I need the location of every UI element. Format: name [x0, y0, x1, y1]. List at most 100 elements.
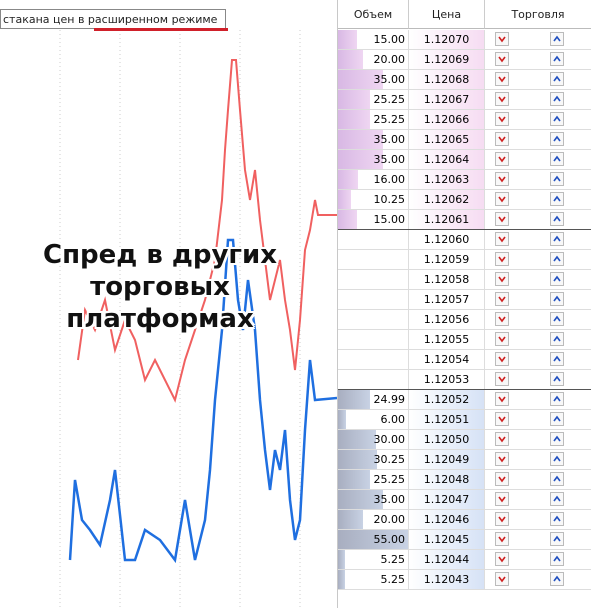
buy-button[interactable] [550, 332, 564, 346]
sell-button[interactable] [495, 532, 509, 546]
sell-button[interactable] [495, 252, 509, 266]
sell-button[interactable] [495, 172, 509, 186]
sell-button[interactable] [495, 472, 509, 486]
price: 1.12046 [409, 510, 485, 529]
volume: 35.00 [373, 133, 406, 146]
sell-button[interactable] [495, 112, 509, 126]
sell-button[interactable] [495, 392, 509, 406]
volume-cell: 6.00 [338, 410, 409, 429]
overlay-text: Спред в других [43, 240, 277, 270]
sell-button[interactable] [495, 552, 509, 566]
sell-button[interactable] [495, 132, 509, 146]
volume-cell: 20.00 [338, 510, 409, 529]
sell-button[interactable] [495, 92, 509, 106]
volume-cell: 30.00 [338, 430, 409, 449]
volume-cell: 10.25 [338, 190, 409, 209]
book-row: 25.25 1.12048 [338, 470, 591, 490]
buy-button[interactable] [550, 552, 564, 566]
sell-button[interactable] [495, 232, 509, 246]
volume-cell [338, 370, 409, 389]
buy-button[interactable] [550, 252, 564, 266]
buy-button[interactable] [550, 232, 564, 246]
volume-cell: 15.00 [338, 30, 409, 49]
sell-button[interactable] [495, 432, 509, 446]
buy-button[interactable] [550, 152, 564, 166]
volume-cell: 35.00 [338, 150, 409, 169]
buy-button[interactable] [550, 352, 564, 366]
buy-button[interactable] [550, 92, 564, 106]
sell-button[interactable] [495, 192, 509, 206]
volume: 35.00 [373, 493, 406, 506]
sell-button[interactable] [495, 572, 509, 586]
buy-button[interactable] [550, 532, 564, 546]
book-row: 20.00 1.12046 [338, 510, 591, 530]
buy-button[interactable] [550, 472, 564, 486]
volume: 5.25 [380, 573, 406, 586]
buy-button[interactable] [550, 392, 564, 406]
price: 1.12058 [409, 270, 485, 289]
buy-button[interactable] [550, 452, 564, 466]
red-line [77, 59, 337, 403]
buy-button[interactable] [550, 492, 564, 506]
sell-button[interactable] [495, 292, 509, 306]
buy-button[interactable] [550, 132, 564, 146]
volume-cell [338, 230, 409, 249]
sell-button[interactable] [495, 452, 509, 466]
price: 1.12059 [409, 250, 485, 269]
buy-button[interactable] [550, 72, 564, 86]
volume-shade [338, 570, 345, 589]
volume: 30.25 [373, 453, 406, 466]
volume-cell: 25.25 [338, 470, 409, 489]
volume: 55.00 [373, 533, 406, 546]
sell-button[interactable] [495, 152, 509, 166]
volume-cell [338, 310, 409, 329]
book-row: 15.00 1.12061 [338, 210, 591, 230]
buy-button[interactable] [550, 312, 564, 326]
volume-shade [338, 170, 359, 189]
volume: 30.00 [373, 433, 406, 446]
sell-button[interactable] [495, 352, 509, 366]
buy-button[interactable] [550, 212, 564, 226]
sell-button[interactable] [495, 212, 509, 226]
sell-button[interactable] [495, 332, 509, 346]
buy-button[interactable] [550, 32, 564, 46]
buy-button[interactable] [550, 432, 564, 446]
volume-cell [338, 270, 409, 289]
buy-button[interactable] [550, 372, 564, 386]
volume-shade [338, 210, 358, 229]
buy-button[interactable] [550, 572, 564, 586]
sell-button[interactable] [495, 272, 509, 286]
price: 1.12053 [409, 370, 485, 389]
buy-button[interactable] [550, 112, 564, 126]
sell-button[interactable] [495, 312, 509, 326]
price: 1.12047 [409, 490, 485, 509]
volume-shade [338, 470, 371, 489]
book-row: 5.25 1.12043 [338, 570, 591, 590]
sell-button[interactable] [495, 32, 509, 46]
volume-cell: 15.00 [338, 210, 409, 229]
sell-button[interactable] [495, 492, 509, 506]
sell-button[interactable] [495, 512, 509, 526]
buy-button[interactable] [550, 192, 564, 206]
book-row: 35.00 1.12068 [338, 70, 591, 90]
volume: 15.00 [373, 213, 406, 226]
book-row: 35.00 1.12047 [338, 490, 591, 510]
buy-button[interactable] [550, 412, 564, 426]
sell-button[interactable] [495, 412, 509, 426]
volume: 5.25 [380, 553, 406, 566]
price: 1.12067 [409, 90, 485, 109]
sell-button[interactable] [495, 52, 509, 66]
buy-button[interactable] [550, 52, 564, 66]
volume-shade [338, 410, 346, 429]
buy-button[interactable] [550, 512, 564, 526]
buy-button[interactable] [550, 292, 564, 306]
buy-button[interactable] [550, 272, 564, 286]
buy-button[interactable] [550, 172, 564, 186]
book-row: 6.00 1.12051 [338, 410, 591, 430]
price: 1.12052 [409, 390, 485, 409]
sell-button[interactable] [495, 372, 509, 386]
sell-button[interactable] [495, 72, 509, 86]
overlay-text: платформах [66, 304, 254, 334]
column-header: Цена [409, 0, 485, 29]
